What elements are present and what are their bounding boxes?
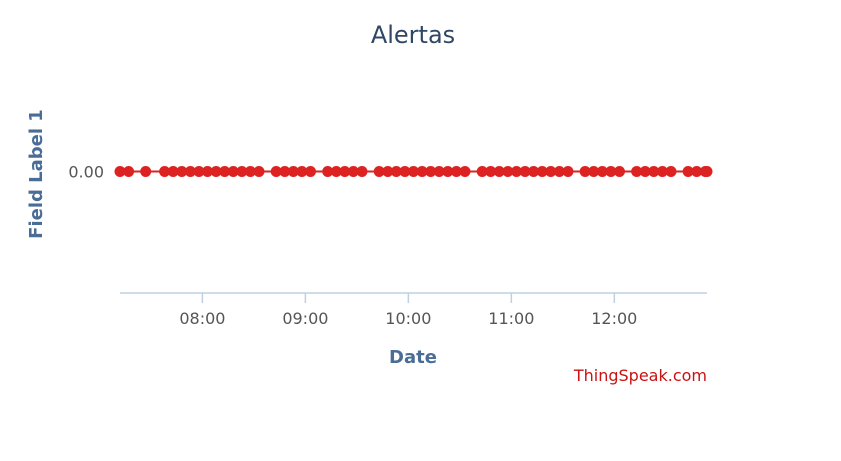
data-point[interactable] <box>648 166 660 177</box>
data-point[interactable] <box>536 166 548 177</box>
data-point[interactable] <box>159 166 171 177</box>
chart-title: Alertas <box>371 21 455 49</box>
data-point[interactable] <box>202 166 213 177</box>
data-point[interactable] <box>399 166 411 177</box>
data-point[interactable] <box>382 166 394 177</box>
data-point[interactable] <box>485 166 497 177</box>
data-point[interactable] <box>553 166 565 177</box>
x-tick-label: 09:00 <box>282 309 328 328</box>
data-point[interactable] <box>701 166 713 177</box>
x-axis-title: Date <box>389 347 437 368</box>
data-point[interactable] <box>253 166 265 177</box>
data-point[interactable] <box>193 166 205 177</box>
data-point[interactable] <box>562 166 574 177</box>
data-point[interactable] <box>459 166 471 177</box>
y-axis-title: Field Label 1 <box>26 109 47 239</box>
y-axis-ticks: 0.00 <box>68 163 104 182</box>
data-point[interactable] <box>614 166 625 177</box>
data-point[interactable] <box>123 166 135 177</box>
data-point[interactable] <box>305 166 316 177</box>
data-point[interactable] <box>596 166 608 177</box>
data-point[interactable] <box>244 166 256 177</box>
data-point[interactable] <box>545 166 557 177</box>
data-point[interactable] <box>270 166 282 177</box>
x-tick-label: 12:00 <box>591 309 637 328</box>
data-point[interactable] <box>665 166 677 177</box>
data-point[interactable] <box>219 166 231 177</box>
data-point[interactable] <box>296 166 308 177</box>
data-point[interactable] <box>682 166 694 177</box>
x-tick-label: 11:00 <box>488 309 534 328</box>
thingspeak-credit-link[interactable]: ThingSpeak.com <box>573 366 707 385</box>
data-point[interactable] <box>493 166 505 177</box>
data-point[interactable] <box>691 166 703 177</box>
data-point[interactable] <box>639 166 651 177</box>
data-point[interactable] <box>502 166 514 177</box>
data-point[interactable] <box>425 166 437 177</box>
data-point[interactable] <box>519 166 531 177</box>
data-point[interactable] <box>167 166 179 177</box>
data-point[interactable] <box>236 166 248 177</box>
data-point[interactable] <box>605 166 617 177</box>
data-point[interactable] <box>176 166 188 177</box>
data-point[interactable] <box>511 166 522 177</box>
data-point[interactable] <box>279 166 291 177</box>
data-point[interactable] <box>579 166 591 177</box>
data-point[interactable] <box>442 166 454 177</box>
data-point[interactable] <box>140 166 152 177</box>
data-point[interactable] <box>322 166 334 177</box>
data-point[interactable] <box>588 166 600 177</box>
data-point[interactable] <box>356 166 368 177</box>
data-point[interactable] <box>433 166 445 177</box>
data-point[interactable] <box>330 166 342 177</box>
series-layer <box>114 166 713 177</box>
x-tick-label: 10:00 <box>385 309 431 328</box>
x-tick-label: 08:00 <box>179 309 225 328</box>
data-point[interactable] <box>373 166 385 177</box>
data-point[interactable] <box>408 166 419 177</box>
data-point[interactable] <box>390 166 402 177</box>
data-point[interactable] <box>656 166 668 177</box>
data-point[interactable] <box>210 166 222 177</box>
data-point[interactable] <box>528 166 540 177</box>
data-point[interactable] <box>287 166 299 177</box>
data-point[interactable] <box>227 166 239 177</box>
data-point[interactable] <box>347 166 359 177</box>
data-point[interactable] <box>631 166 643 177</box>
data-point[interactable] <box>476 166 488 177</box>
x-axis-ticks: 08:00 09:00 10:00 11:00 12:00 <box>179 293 637 328</box>
data-point[interactable] <box>416 166 428 177</box>
data-point[interactable] <box>339 166 351 177</box>
y-tick-label: 0.00 <box>68 163 104 182</box>
data-point[interactable] <box>114 166 126 177</box>
data-point[interactable] <box>184 166 196 177</box>
data-point[interactable] <box>450 166 462 177</box>
